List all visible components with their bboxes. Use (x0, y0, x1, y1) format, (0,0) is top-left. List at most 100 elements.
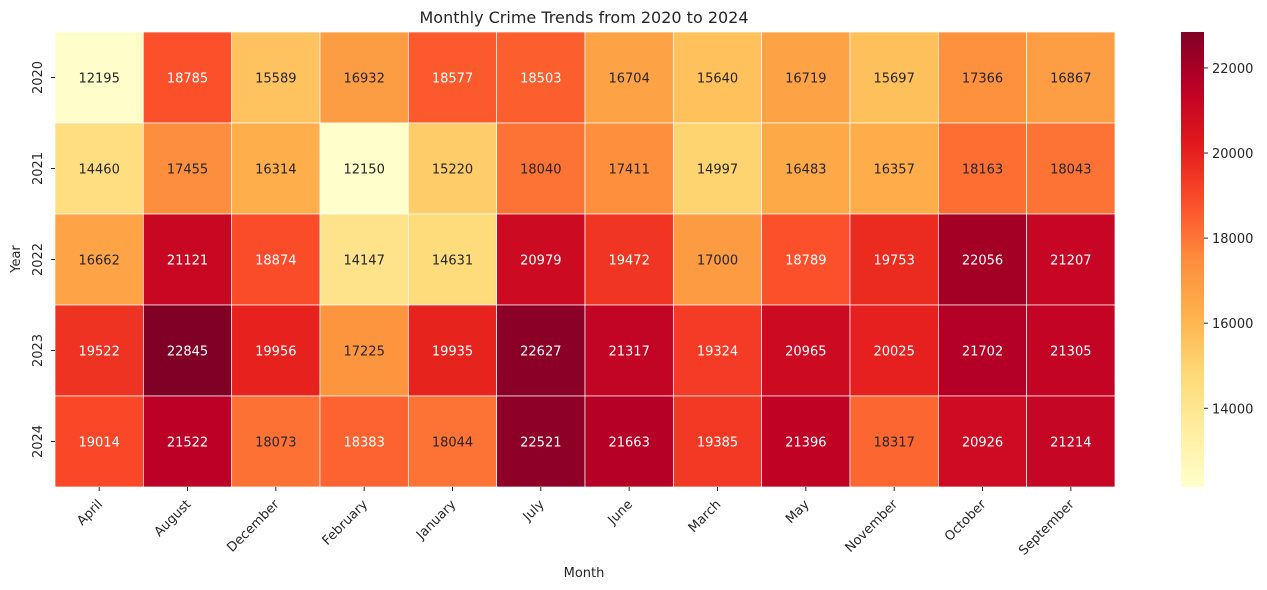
cell-value-label: 19014 (78, 436, 119, 451)
cell-value-label: 14460 (78, 163, 119, 178)
cell-value-label: 21663 (608, 436, 649, 451)
cell-value-label: 20926 (962, 436, 1003, 451)
x-axis-ticks: April August December February January July Ju… (74, 487, 1078, 559)
heatmap-cell (1026, 304, 1116, 397)
cell-value-label: 20979 (520, 254, 561, 269)
colorbar-ticks: 14000 16000 18000 20000 22000 (1204, 62, 1253, 417)
cell-value-label: 21702 (962, 345, 1003, 360)
cell-value-label: 21121 (167, 254, 208, 269)
cell-value-label: 16704 (608, 72, 649, 87)
heatmap-cell (584, 395, 674, 488)
heatmap-cell (761, 122, 851, 215)
colorbar-tick-label: 18000 (1212, 232, 1253, 247)
cell-value-label: 14631 (432, 254, 473, 269)
cell-value-label: 18503 (520, 72, 561, 87)
cell-value-label: 15697 (873, 72, 914, 87)
heatmap-cell (584, 304, 674, 397)
y-axis-ticks: 2020 2021 2022 2023 2024 (31, 61, 55, 458)
heatmap-cell (584, 122, 674, 215)
cell-value-label: 17455 (167, 163, 208, 178)
chart-title: Monthly Crime Trends from 2020 to 2024 (419, 8, 748, 27)
cell-value-label: 18789 (785, 254, 826, 269)
cell-value-label: 19324 (697, 345, 738, 360)
heatmap-cell (54, 31, 144, 124)
heatmap-cell (54, 304, 144, 397)
cell-value-label: 22627 (520, 345, 561, 360)
heatmap-cell (584, 213, 674, 306)
cell-value-label: 20025 (873, 345, 914, 360)
cell-value-label: 18317 (873, 436, 914, 451)
heatmap-cell (231, 304, 321, 397)
x-tick-label: March (686, 497, 725, 536)
cell-value-label: 17411 (608, 163, 649, 178)
cell-value-label: 20965 (785, 345, 826, 360)
cell-value-label: 17000 (697, 254, 738, 269)
cell-value-label: 21305 (1050, 345, 1091, 360)
cell-value-label: 16314 (255, 163, 296, 178)
x-tick-label: August (152, 497, 195, 540)
heatmap-cell (849, 122, 939, 215)
heatmap-cell (231, 31, 321, 124)
cell-value-label: 21207 (1050, 254, 1091, 269)
heatmap-cell (407, 31, 498, 124)
x-tick-label: November (843, 497, 902, 556)
cell-value-label: 17366 (962, 72, 1003, 87)
heatmap-cell (142, 304, 233, 397)
heatmap-cell (672, 395, 763, 488)
cell-value-label: 18044 (432, 436, 473, 451)
x-tick-label: September (1016, 497, 1078, 559)
cell-value-label: 16867 (1050, 72, 1091, 87)
heatmap-cells: 12195 18785 15589 16932 18577 18503 16704 15640… (54, 31, 1116, 488)
heatmap-cell (142, 395, 233, 488)
x-tick-label: October (942, 497, 990, 545)
cell-value-label: 19956 (255, 345, 296, 360)
heatmap-cell (407, 395, 498, 488)
colorbar-tick-label: 16000 (1212, 317, 1253, 332)
colorbar-tick-label: 22000 (1212, 62, 1253, 77)
heatmap-cell (937, 304, 1028, 397)
heatmap-cell (496, 395, 586, 488)
cell-value-label: 12195 (78, 72, 119, 87)
heatmap-cell (142, 122, 233, 215)
cell-value-label: 16932 (343, 72, 384, 87)
heatmap-cell (937, 395, 1028, 488)
cell-value-label: 21396 (785, 436, 826, 451)
heatmap-cell (54, 122, 144, 215)
x-tick-label: February (320, 497, 372, 549)
heatmap-cell (231, 213, 321, 306)
cell-value-label: 17225 (343, 345, 384, 360)
cell-value-label: 19753 (873, 254, 914, 269)
y-tick-label: 2024 (31, 425, 46, 458)
heatmap-cell (1026, 213, 1116, 306)
y-axis-label: Year (9, 245, 24, 274)
cell-value-label: 14147 (343, 254, 384, 269)
cell-value-label: 21214 (1050, 436, 1091, 451)
heatmap-cell (1026, 122, 1116, 215)
colorbar-tick-label: 14000 (1212, 402, 1253, 417)
cell-value-label: 18040 (520, 163, 561, 178)
cell-value-label: 18874 (255, 254, 296, 269)
cell-value-label: 19935 (432, 345, 473, 360)
x-tick-label: January (413, 497, 459, 543)
heatmap-cell (142, 31, 233, 124)
heatmap-cell (319, 304, 409, 397)
heatmap-cell (319, 122, 409, 215)
heatmap-cell (319, 31, 409, 124)
cell-value-label: 18785 (167, 72, 208, 87)
y-tick-label: 2022 (31, 243, 46, 276)
heatmap-cell (672, 122, 763, 215)
heatmap-cell (231, 122, 321, 215)
heatmap-cell (496, 122, 586, 215)
cell-value-label: 15640 (697, 72, 738, 87)
cell-value-label: 16357 (873, 163, 914, 178)
cell-value-label: 22845 (167, 345, 208, 360)
cell-value-label: 18163 (962, 163, 1003, 178)
x-axis-label: Month (564, 566, 605, 581)
cell-value-label: 19522 (78, 345, 119, 360)
cell-value-label: 21522 (167, 436, 208, 451)
heatmap-cell (761, 395, 851, 488)
x-tick-label: July (520, 497, 548, 525)
cell-value-label: 18577 (432, 72, 473, 87)
heatmap-cell (54, 395, 144, 488)
cell-value-label: 19472 (608, 254, 649, 269)
